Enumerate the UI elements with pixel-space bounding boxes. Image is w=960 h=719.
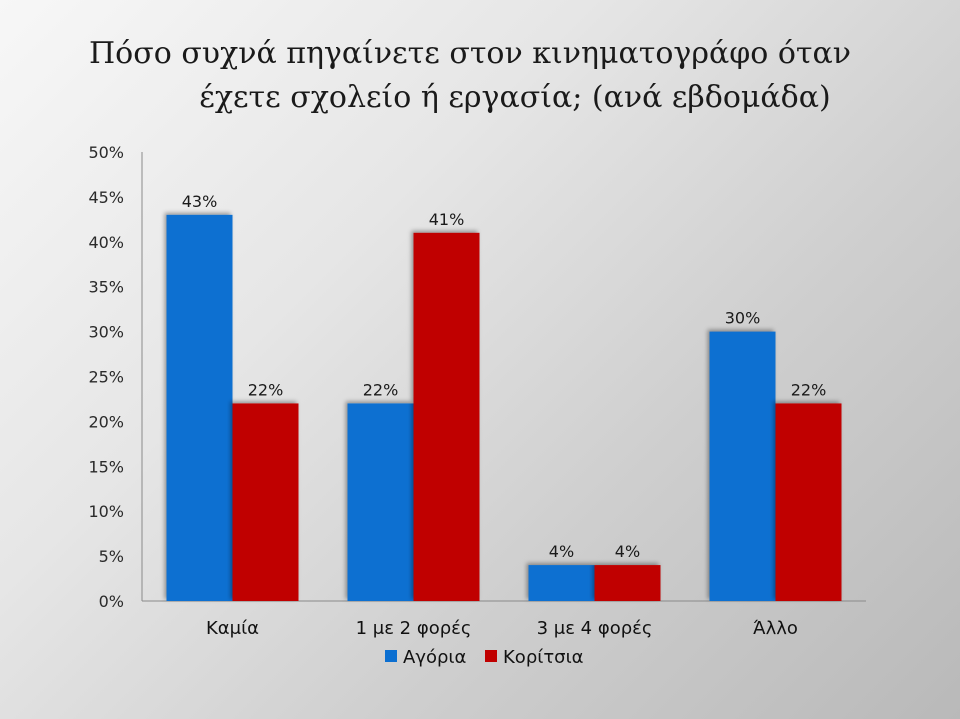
- legend: Αγόρια Κορίτσια: [385, 647, 584, 668]
- bar-boys: [166, 214, 233, 602]
- x-category-label: 1 με 2 φορές: [356, 618, 472, 639]
- bar-girls: [594, 565, 661, 601]
- data-label: 43%: [182, 192, 218, 211]
- bar-boys: [347, 403, 414, 601]
- y-tick-label: 35%: [88, 278, 124, 297]
- y-tick-label: 5%: [99, 547, 124, 566]
- y-tick-label: 20%: [88, 412, 124, 431]
- legend-label: Αγόρια: [403, 647, 466, 668]
- data-label: 4%: [549, 542, 574, 561]
- bar-girls: [775, 403, 842, 601]
- y-tick-label: 0%: [99, 592, 124, 611]
- chart-title-line-2: έχετε σχολείο ή εργασία; (ανά εβδομάδα): [199, 80, 831, 115]
- y-tick-label: 30%: [88, 323, 124, 342]
- y-tick-label: 50%: [88, 143, 124, 162]
- chart-title: Πόσο συχνά πηγαίνετε στον κινηματογράφο …: [60, 32, 910, 120]
- legend-label: Κορίτσια: [503, 647, 584, 668]
- data-label: 22%: [791, 380, 827, 399]
- data-label: 22%: [248, 380, 284, 399]
- bar-boys: [528, 565, 595, 601]
- data-label: 4%: [615, 542, 640, 561]
- bar-girls: [413, 232, 480, 601]
- y-tick-label: 40%: [88, 233, 124, 252]
- x-category-label: 3 με 4 φορές: [537, 618, 653, 639]
- legend-swatch: [385, 650, 397, 662]
- bar-girls: [232, 403, 299, 601]
- chart-title-line-1: Πόσο συχνά πηγαίνετε στον κινηματογράφο …: [89, 36, 851, 71]
- x-category-label: Άλλο: [753, 618, 798, 639]
- y-tick-label: 10%: [88, 502, 124, 521]
- y-tick-label: 15%: [88, 457, 124, 476]
- data-label: 41%: [429, 210, 465, 229]
- data-label: 30%: [725, 309, 761, 328]
- data-label: 22%: [363, 380, 399, 399]
- y-tick-label: 45%: [88, 188, 124, 207]
- y-tick-label: 25%: [88, 368, 124, 387]
- x-category-label: Καμία: [206, 618, 259, 639]
- legend-swatch: [485, 650, 497, 662]
- bar-boys: [709, 331, 776, 601]
